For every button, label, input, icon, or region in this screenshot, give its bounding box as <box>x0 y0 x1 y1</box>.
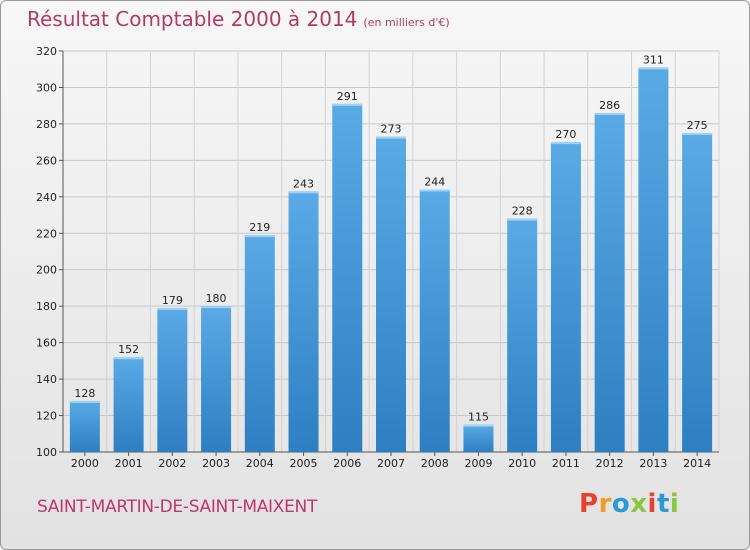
bar-highlight <box>419 189 450 192</box>
data-label: 243 <box>293 177 314 190</box>
bar-highlight <box>507 218 538 221</box>
bar <box>682 133 713 453</box>
logo-letter: o <box>611 489 631 519</box>
data-label: 291 <box>337 90 358 103</box>
data-label: 275 <box>687 119 708 132</box>
y-tick-label: 120 <box>36 410 57 423</box>
data-label: 286 <box>599 99 620 112</box>
logo-letter: r <box>598 489 612 519</box>
bar <box>507 218 538 452</box>
data-label: 311 <box>643 53 664 66</box>
x-tick-label: 2014 <box>683 457 711 470</box>
labels: 128 152 179 180 219 243 291 273 244 115 228 270 286 3… <box>74 53 707 423</box>
y-tick-label: 280 <box>36 118 57 131</box>
y-tick-label: 220 <box>36 227 57 240</box>
x-tick-label: 2000 <box>71 457 99 470</box>
bar <box>419 189 450 452</box>
x-tick-label: 2007 <box>377 457 405 470</box>
y-tick-label: 160 <box>36 337 57 350</box>
bar <box>244 235 275 452</box>
data-label: 152 <box>118 343 139 356</box>
logo-letter: x <box>630 489 648 519</box>
bar-highlight <box>638 67 669 70</box>
y-tick-label: 140 <box>36 373 57 386</box>
x-tick-label: 2012 <box>596 457 624 470</box>
data-label: 219 <box>249 221 270 234</box>
bar <box>69 400 100 452</box>
proxiti-logo: Proxiti <box>579 489 679 519</box>
y-tick-label: 100 <box>36 446 57 459</box>
bar <box>332 103 363 452</box>
bar-highlight <box>157 308 188 311</box>
logo-letter: P <box>579 489 599 519</box>
axes: 100 120 140 160 180 200 220 240 260 280 300 320 2000… <box>36 45 719 470</box>
data-label: 244 <box>424 176 445 189</box>
x-tick-label: 2003 <box>202 457 230 470</box>
bar-highlight <box>244 235 275 238</box>
chart-title: Résultat Comptable 2000 à 2014 (en millie… <box>27 7 450 31</box>
x-tick-label: 2001 <box>115 457 143 470</box>
bar <box>157 308 188 452</box>
logo-letter: i <box>647 489 657 519</box>
bars <box>69 67 713 453</box>
place-name: SAINT-MARTIN-DE-SAINT-MAIXENT <box>37 497 318 517</box>
bar-highlight <box>463 424 494 427</box>
bar-highlight <box>201 306 232 309</box>
bar-highlight <box>288 191 319 194</box>
data-label: 180 <box>206 292 227 305</box>
x-tick-label: 2010 <box>508 457 536 470</box>
y-tick-label: 200 <box>36 264 57 277</box>
x-tick-label: 2004 <box>246 457 274 470</box>
bar-highlight <box>332 103 363 106</box>
bar <box>113 357 144 452</box>
y-tick-label: 320 <box>36 45 57 58</box>
data-label: 228 <box>512 205 533 218</box>
chart-subtitle: (en milliers d'€) <box>363 16 450 29</box>
bar <box>550 142 581 453</box>
bar <box>288 191 319 452</box>
y-tick-label: 300 <box>36 81 57 94</box>
data-label: 273 <box>381 123 402 136</box>
x-tick-label: 2006 <box>333 457 361 470</box>
chart-title-text: Résultat Comptable 2000 à 2014 <box>27 7 358 31</box>
x-tick-label: 2013 <box>639 457 667 470</box>
y-tick-label: 180 <box>36 300 57 313</box>
y-tick-label: 260 <box>36 154 57 167</box>
x-tick-label: 2005 <box>290 457 318 470</box>
bar <box>201 306 232 452</box>
bar <box>463 424 494 452</box>
x-tick-label: 2008 <box>421 457 449 470</box>
bar <box>376 136 406 452</box>
bar-highlight <box>594 112 625 115</box>
data-label: 270 <box>555 128 576 141</box>
x-tick-label: 2009 <box>464 457 492 470</box>
bar-highlight <box>376 136 406 139</box>
data-label: 115 <box>468 411 489 424</box>
bar-highlight <box>113 357 144 360</box>
x-tick-label: 2002 <box>158 457 186 470</box>
x-tick-label: 2011 <box>552 457 580 470</box>
bar-highlight <box>69 400 100 403</box>
bar-highlight <box>550 142 581 145</box>
logo-letter: i <box>669 489 680 519</box>
data-label: 179 <box>162 294 183 307</box>
data-label: 128 <box>74 387 95 400</box>
y-tick-label: 240 <box>36 191 57 204</box>
bar-highlight <box>682 133 713 136</box>
bar <box>638 67 669 453</box>
bar <box>594 112 625 453</box>
logo-letter: t <box>656 489 670 519</box>
